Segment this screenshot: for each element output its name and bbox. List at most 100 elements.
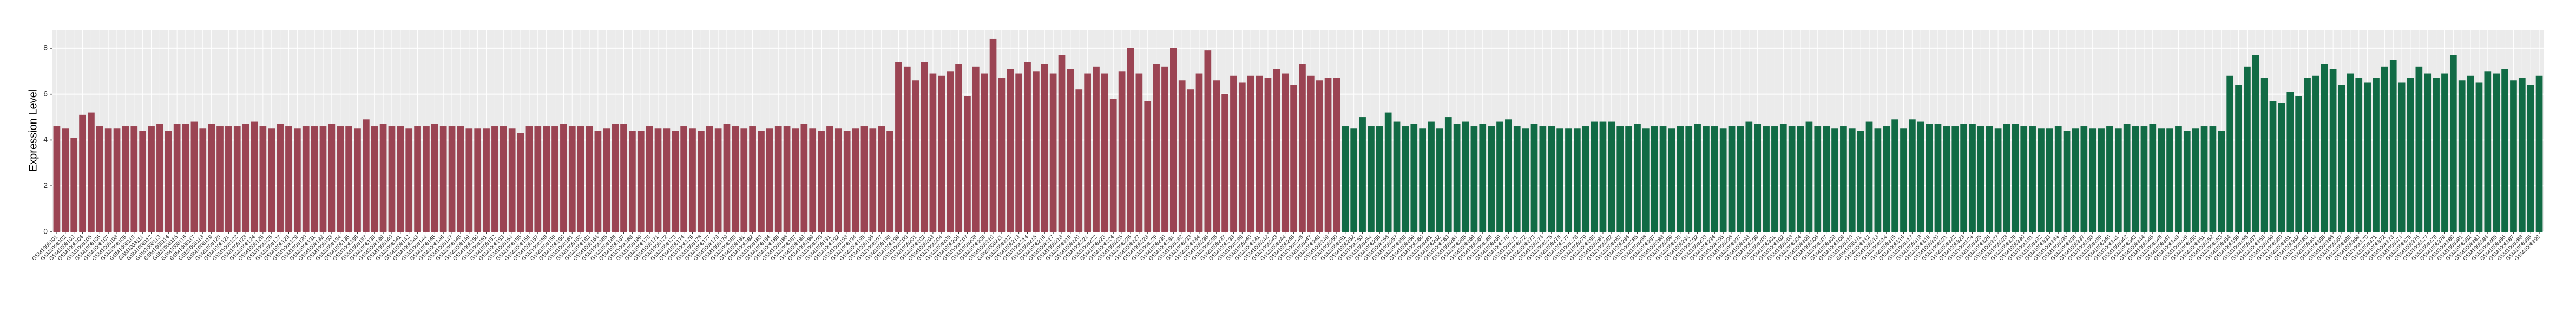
bar (1496, 121, 1503, 232)
bar (2149, 124, 2157, 232)
bar (268, 128, 275, 232)
bar (2209, 126, 2217, 232)
bar (1488, 126, 1495, 232)
bar (62, 128, 69, 232)
bar (2098, 128, 2105, 232)
bar (1574, 128, 1581, 232)
bar (465, 128, 473, 232)
bar (1703, 126, 1710, 232)
bar (1737, 126, 1744, 232)
bar (70, 138, 78, 232)
bar (2407, 78, 2414, 232)
bar (1316, 80, 1323, 232)
bar (2329, 69, 2337, 232)
bar (843, 131, 851, 232)
bar (388, 126, 396, 232)
bar (2123, 124, 2131, 232)
bar (1986, 126, 1993, 232)
bar (698, 131, 705, 232)
bar (104, 128, 112, 232)
bar (1161, 66, 1168, 232)
bar (2441, 73, 2448, 232)
bar (2338, 85, 2345, 232)
bar (680, 126, 687, 232)
bar (1247, 75, 1254, 232)
bar (1153, 64, 1160, 232)
bar (766, 128, 773, 232)
bar (1977, 126, 1984, 232)
bar (483, 128, 490, 232)
bar (1711, 126, 1718, 232)
bar (2321, 64, 2328, 232)
bar (319, 126, 327, 232)
bar (1754, 124, 1762, 232)
bar (1075, 89, 1083, 232)
bar (981, 73, 988, 232)
bar (423, 126, 430, 232)
bar (1634, 124, 1641, 232)
bar (405, 128, 413, 232)
bar (199, 128, 207, 232)
bar (1779, 124, 1787, 232)
bar (1127, 48, 1134, 232)
bar (1840, 126, 1847, 232)
bar (2200, 126, 2208, 232)
bar (1109, 99, 1117, 232)
bar (2493, 73, 2500, 232)
bar (1728, 126, 1736, 232)
bar (2475, 82, 2483, 232)
bar (337, 126, 344, 232)
bar (2295, 96, 2302, 232)
bar (1831, 128, 1838, 232)
bar (1522, 128, 1529, 232)
bar (1917, 121, 1924, 232)
bar (869, 128, 877, 232)
bar (1805, 121, 1813, 232)
bar (2381, 66, 2388, 232)
bar (2080, 126, 2088, 232)
bar (989, 38, 997, 232)
bar (1084, 73, 1091, 232)
bar (1256, 75, 1263, 232)
bar (285, 126, 292, 232)
bar (182, 124, 189, 232)
bar (2106, 126, 2113, 232)
bar (1410, 124, 1418, 232)
bar (1934, 124, 1942, 232)
bar (792, 128, 799, 232)
bar (758, 131, 765, 232)
bar (2063, 131, 2071, 232)
bar (1857, 131, 1864, 232)
bar (1376, 126, 1383, 232)
bar (156, 124, 163, 232)
bar (2398, 82, 2406, 232)
bar (491, 126, 498, 232)
bar (1299, 64, 1306, 232)
y-tick-label: 2 (43, 181, 48, 190)
bar (2166, 128, 2173, 232)
bar (912, 80, 919, 232)
bar (929, 73, 937, 232)
bar (2054, 126, 2062, 232)
bar (2355, 78, 2363, 232)
bar (749, 126, 756, 232)
bar (1505, 119, 1512, 232)
bar (1771, 126, 1778, 232)
bar (345, 126, 352, 232)
bar (663, 128, 671, 232)
bar (1763, 126, 1770, 232)
bar (1049, 73, 1057, 232)
bar (2183, 131, 2191, 232)
bar (1402, 126, 1409, 232)
bar (714, 128, 722, 232)
bar (921, 62, 928, 232)
bar (1436, 128, 1443, 232)
bar (2132, 126, 2139, 232)
bar (1170, 48, 1177, 232)
bar (826, 126, 833, 232)
bar (594, 131, 602, 232)
bar (852, 128, 859, 232)
bar (783, 126, 791, 232)
bar (895, 62, 902, 232)
bar (1539, 126, 1547, 232)
